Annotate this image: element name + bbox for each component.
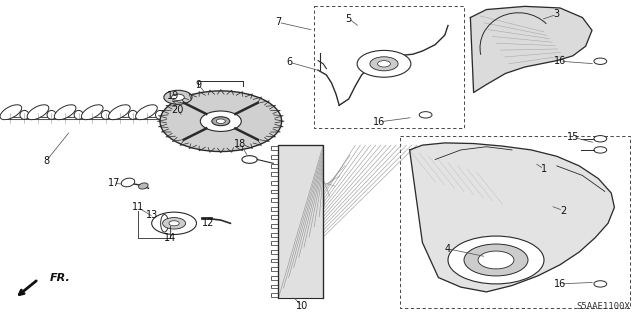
- Text: 2: 2: [560, 205, 566, 216]
- Circle shape: [370, 57, 398, 71]
- Bar: [271, 250, 278, 254]
- Circle shape: [464, 244, 528, 276]
- Bar: [271, 146, 278, 150]
- Text: 12: 12: [202, 218, 214, 228]
- Ellipse shape: [156, 110, 164, 119]
- Circle shape: [216, 119, 225, 123]
- Circle shape: [594, 147, 607, 153]
- Text: 4: 4: [445, 244, 451, 254]
- Circle shape: [163, 218, 186, 229]
- Circle shape: [594, 281, 607, 287]
- Circle shape: [152, 212, 196, 234]
- Bar: [271, 276, 278, 280]
- Ellipse shape: [74, 110, 83, 119]
- Text: 14: 14: [163, 233, 176, 243]
- Text: 16: 16: [554, 279, 566, 289]
- Ellipse shape: [27, 105, 49, 120]
- Bar: [271, 224, 278, 228]
- Text: 16: 16: [554, 56, 566, 66]
- Bar: [271, 155, 278, 159]
- Circle shape: [242, 156, 257, 163]
- Ellipse shape: [101, 110, 110, 119]
- Text: 15: 15: [566, 132, 579, 142]
- Circle shape: [172, 94, 184, 100]
- Text: S5AAE1100X: S5AAE1100X: [577, 302, 630, 311]
- Circle shape: [594, 136, 607, 142]
- Circle shape: [160, 91, 282, 152]
- Bar: [271, 164, 278, 167]
- Text: FR.: FR.: [49, 272, 70, 283]
- Text: 7: 7: [275, 17, 282, 27]
- Polygon shape: [410, 143, 614, 292]
- Bar: [271, 267, 278, 271]
- Bar: [271, 207, 278, 211]
- Bar: [271, 198, 278, 202]
- Bar: [271, 233, 278, 237]
- Text: 20: 20: [171, 105, 184, 115]
- Text: 19: 19: [166, 91, 179, 101]
- Circle shape: [357, 50, 411, 77]
- Text: 17: 17: [108, 178, 120, 189]
- Bar: [271, 215, 278, 219]
- Text: 3: 3: [554, 9, 560, 19]
- Bar: [271, 259, 278, 263]
- Text: 8: 8: [43, 156, 49, 166]
- Ellipse shape: [136, 105, 157, 120]
- Circle shape: [164, 90, 192, 104]
- Circle shape: [419, 112, 432, 118]
- Ellipse shape: [109, 105, 130, 120]
- Bar: [271, 172, 278, 176]
- Circle shape: [200, 111, 241, 131]
- Ellipse shape: [20, 110, 29, 119]
- Text: 9: 9: [195, 79, 202, 90]
- Bar: [271, 181, 278, 185]
- Ellipse shape: [81, 105, 103, 120]
- Ellipse shape: [54, 105, 76, 120]
- Circle shape: [594, 58, 607, 64]
- Bar: [271, 189, 278, 193]
- Bar: [271, 285, 278, 288]
- Text: 1: 1: [541, 164, 547, 174]
- Ellipse shape: [129, 110, 138, 119]
- Text: 5: 5: [346, 13, 352, 24]
- Ellipse shape: [121, 178, 135, 187]
- Circle shape: [448, 236, 544, 284]
- Circle shape: [378, 61, 390, 67]
- Text: 11: 11: [131, 202, 144, 212]
- Circle shape: [478, 251, 514, 269]
- Ellipse shape: [163, 113, 179, 124]
- Ellipse shape: [161, 214, 168, 232]
- Circle shape: [169, 221, 179, 226]
- Text: 6: 6: [286, 57, 292, 67]
- Text: 18: 18: [234, 138, 246, 149]
- Text: 10: 10: [296, 301, 308, 311]
- Ellipse shape: [47, 110, 56, 119]
- Text: 13: 13: [145, 210, 158, 220]
- Bar: [271, 241, 278, 245]
- Ellipse shape: [0, 105, 22, 120]
- Text: 16: 16: [373, 117, 386, 127]
- Bar: [278, 145, 323, 298]
- Polygon shape: [470, 6, 592, 93]
- Ellipse shape: [139, 183, 148, 189]
- Circle shape: [212, 117, 230, 126]
- Bar: [271, 293, 278, 297]
